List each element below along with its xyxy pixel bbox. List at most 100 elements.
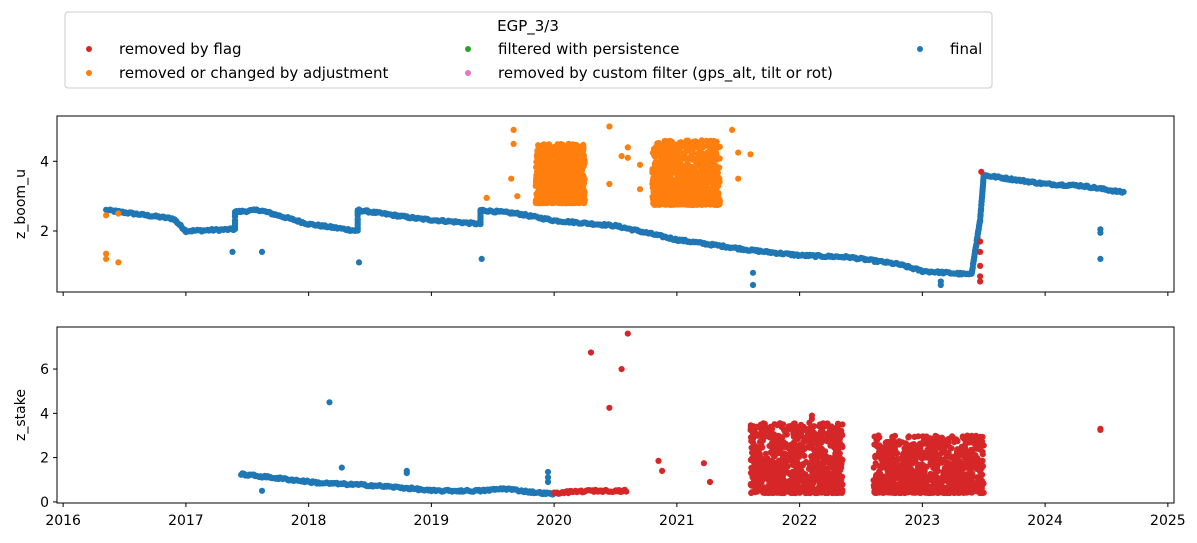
final-outlier <box>355 259 363 266</box>
removed-by-flag-outlier <box>655 457 662 464</box>
removed-by-flag-cluster-point <box>838 442 845 449</box>
x-tick-label: 2024 <box>1027 513 1063 529</box>
removed-by-flag-outlier <box>618 366 625 373</box>
removed-or-changed-by-adjustment-cluster-point <box>555 142 562 150</box>
removed-or-changed-by-adjustment-cluster-point <box>580 186 587 193</box>
removed-or-changed-by-adjustment-cluster-point <box>706 185 713 192</box>
removed-by-flag-cluster-point <box>828 488 835 495</box>
removed-or-changed-by-adjustment-outlier <box>483 194 490 201</box>
panel-z-stake: 2016 2017 2018 2019 2020 2021 2022 2023 2024 2025… <box>13 326 1186 529</box>
legend-marker-removed-or-changed-by-adjustment <box>86 70 92 76</box>
removed-or-changed-by-adjustment-cluster-point <box>699 166 706 173</box>
removed-by-flag-cluster-point <box>819 437 826 444</box>
removed-by-flag-cluster-point <box>924 440 931 447</box>
removed-or-changed-by-adjustment-cluster-point <box>698 150 705 158</box>
removed-or-changed-by-adjustment-outlier <box>747 151 754 158</box>
removed-by-flag-cluster-point <box>959 434 967 441</box>
removed-or-changed-by-adjustment-cluster-point <box>579 149 586 156</box>
removed-by-flag-cluster-point <box>978 482 985 489</box>
removed-by-flag-cluster-point <box>874 452 881 460</box>
removed-or-changed-by-adjustment-cluster-point <box>686 154 693 162</box>
y-tick-label: 4 <box>40 406 49 422</box>
removed-by-flag-point <box>978 168 985 175</box>
legend-marker-filtered-with-persistence <box>465 46 471 52</box>
panel-z-boom-u: 24 z_boom_u <box>13 115 1175 296</box>
removed-by-flag-cluster-point <box>911 487 918 494</box>
removed-or-changed-by-adjustment-cluster-point <box>705 170 712 177</box>
removed-or-changed-by-adjustment-cluster-point <box>673 185 680 192</box>
removed-by-flag-cluster-point <box>890 462 897 469</box>
removed-or-changed-by-adjustment-cluster-point <box>698 137 705 144</box>
removed-or-changed-by-adjustment-outlier <box>510 140 517 147</box>
removed-by-flag-cluster-point <box>940 470 947 477</box>
removed-or-changed-by-adjustment-cluster-point <box>700 196 707 203</box>
removed-or-changed-by-adjustment-cluster-point <box>565 186 572 194</box>
removed-by-flag-cluster-point <box>777 472 785 479</box>
removed-or-changed-by-adjustment-cluster-point <box>683 137 690 144</box>
removed-by-flag-cluster-point <box>884 442 892 449</box>
removed-by-flag-cluster-point <box>969 470 976 477</box>
removed-by-flag-cluster-point <box>945 451 952 458</box>
removed-by-flag-cluster-point <box>926 449 933 456</box>
removed-by-flag-cluster-point <box>914 468 921 475</box>
removed-or-changed-by-adjustment-cluster-point <box>667 163 674 170</box>
final-outlier <box>1097 255 1104 262</box>
removed-or-changed-by-adjustment-cluster-point <box>682 201 689 208</box>
removed-by-flag-cluster-point <box>956 489 963 496</box>
removed-by-flag-cluster-point <box>873 443 881 450</box>
legend-title: EGP_3/3 <box>497 17 559 36</box>
removed-by-flag-cluster-point <box>778 424 785 431</box>
removed-by-flag-cluster-point <box>938 443 945 450</box>
removed-or-changed-by-adjustment-cluster-point <box>536 166 543 173</box>
removed-by-flag-cluster-point <box>824 472 831 479</box>
removed-by-flag-point <box>977 238 984 245</box>
panel-z-stake-ylabel: z_stake <box>13 389 29 441</box>
removed-by-flag-cluster-point <box>943 486 950 493</box>
removed-by-flag-cluster-point <box>821 453 828 460</box>
removed-or-changed-by-adjustment-cluster-point <box>674 178 681 185</box>
panel-z-boom-u-frame <box>56 115 1175 293</box>
removed-by-flag-cluster-point <box>834 450 841 458</box>
legend-label-removed-by-flag: removed by flag <box>119 40 242 58</box>
removed-by-flag-cluster-point <box>788 426 796 433</box>
x-tick-label: 2019 <box>414 513 450 529</box>
removed-or-changed-by-adjustment-cluster-point <box>656 159 663 167</box>
removed-or-changed-by-adjustment-cluster-point <box>713 138 720 145</box>
removed-by-flag-point <box>977 248 984 255</box>
removed-or-changed-by-adjustment-cluster-point <box>699 159 706 166</box>
removed-by-flag-cluster-point <box>785 469 792 476</box>
panel-z-stake-marks <box>238 330 1104 498</box>
removed-by-flag-point <box>977 278 984 285</box>
final-outlier <box>544 468 552 476</box>
removed-or-changed-by-adjustment-cluster-point <box>707 159 714 166</box>
legend-frame <box>64 11 993 89</box>
legend-marker-removed-by-flag <box>86 46 92 52</box>
x-tick-label: 2025 <box>1150 513 1186 529</box>
removed-or-changed-by-adjustment-cluster-point <box>573 161 580 168</box>
removed-or-changed-by-adjustment-cluster-point <box>580 162 587 169</box>
removed-by-flag-point <box>623 488 630 495</box>
removed-or-changed-by-adjustment-outlier <box>103 255 110 262</box>
removed-by-flag-outlier <box>962 441 969 448</box>
removed-or-changed-by-adjustment-cluster-point <box>706 146 714 153</box>
removed-by-flag-cluster-point <box>872 481 879 488</box>
removed-by-flag-cluster-point <box>804 443 811 450</box>
removed-by-flag-cluster-point <box>871 433 878 440</box>
removed-by-flag-cluster-point <box>887 472 894 479</box>
removed-by-flag-cluster-point <box>879 459 886 467</box>
removed-by-flag-cluster-point <box>897 455 905 462</box>
removed-by-flag-cluster-point <box>813 431 820 438</box>
removed-by-flag-cluster-point <box>932 452 939 459</box>
y-tick-label: 6 <box>40 362 49 378</box>
removed-or-changed-by-adjustment-cluster-point <box>566 167 573 174</box>
removed-by-flag-outlier <box>624 330 631 337</box>
legend: EGP_3/3 removed by flag filtered with pe… <box>64 11 993 89</box>
removed-by-flag-cluster-point <box>781 452 788 459</box>
removed-or-changed-by-adjustment-cluster-point <box>663 193 670 200</box>
removed-or-changed-by-adjustment-cluster-point <box>649 166 656 173</box>
panel-z-stake-axes: 2016 2017 2018 2019 2020 2021 2022 2023 2024 2025… <box>40 362 1186 529</box>
removed-by-flag-cluster-point <box>963 489 970 496</box>
x-tick-label: 2016 <box>45 513 81 529</box>
removed-or-changed-by-adjustment-cluster-point <box>672 200 679 207</box>
removed-or-changed-by-adjustment-cluster-point <box>545 143 552 150</box>
